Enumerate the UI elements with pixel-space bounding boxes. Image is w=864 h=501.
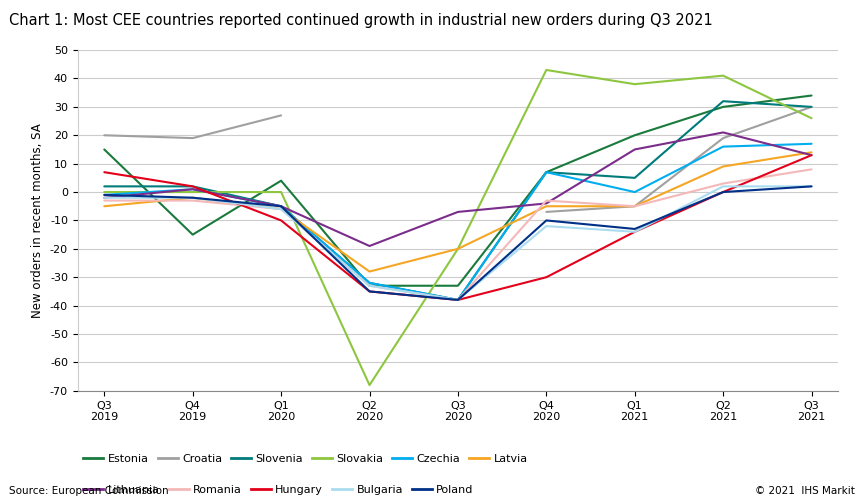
Text: © 2021  IHS Markit: © 2021 IHS Markit — [755, 486, 855, 496]
Text: Chart 1: Most CEE countries reported continued growth in industrial new orders d: Chart 1: Most CEE countries reported con… — [9, 13, 713, 28]
Text: Source: European Commission: Source: European Commission — [9, 486, 168, 496]
Legend: Lithuania, Romania, Hungary, Bulgaria, Poland: Lithuania, Romania, Hungary, Bulgaria, P… — [83, 485, 473, 495]
Y-axis label: New orders in recent months, SA: New orders in recent months, SA — [31, 123, 44, 318]
